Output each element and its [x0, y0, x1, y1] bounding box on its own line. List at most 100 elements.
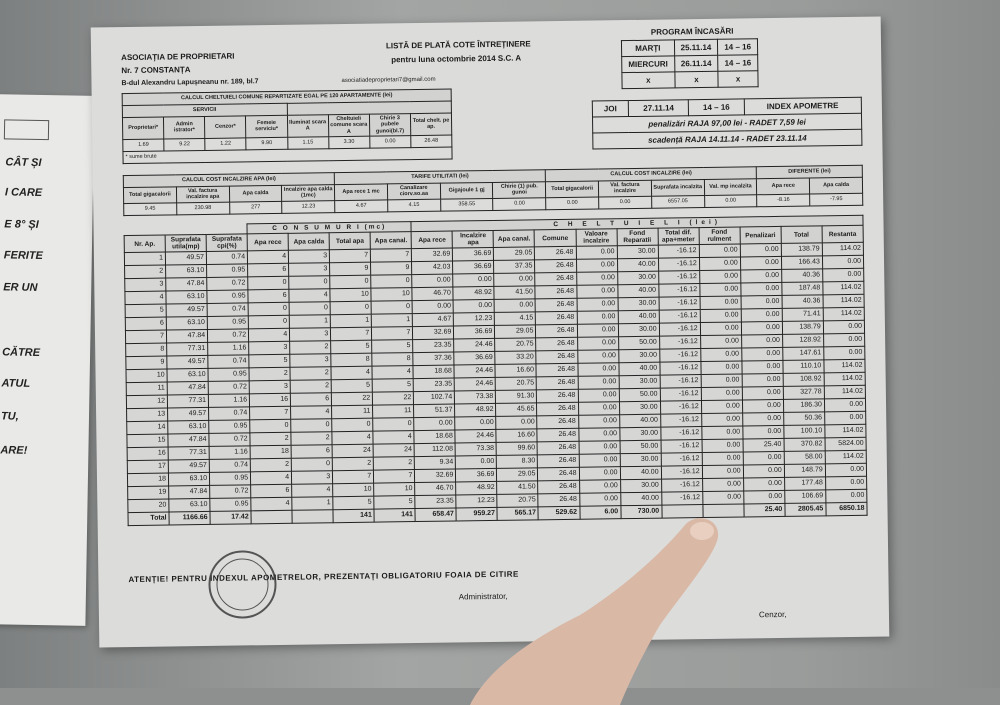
cell: 0	[330, 301, 372, 316]
cell: 40.00	[617, 258, 659, 273]
cell: 29.05	[496, 468, 539, 482]
cell: 0.00	[578, 454, 620, 468]
cell: 141	[374, 508, 416, 523]
cell: 1	[124, 252, 166, 267]
cell: 42.03	[411, 261, 454, 276]
cell: 40.00	[619, 466, 662, 481]
cell: 5	[125, 304, 167, 319]
column-header: Val. factura incalzire apa	[176, 186, 230, 203]
cell: 16	[249, 393, 291, 408]
cell: 0.00	[576, 272, 618, 286]
cell: 73.38	[455, 442, 497, 457]
cell: 0.00	[740, 308, 783, 323]
cell: 0.00	[700, 361, 742, 375]
cell: 0.00	[823, 346, 865, 361]
cell: x	[674, 71, 719, 88]
cell: 26.48	[534, 259, 577, 274]
cell: 108.92	[782, 373, 825, 387]
cell: 5	[330, 340, 373, 355]
cell: 114.02	[823, 372, 866, 387]
cell: 22	[331, 392, 373, 407]
cell: 4.67	[334, 199, 388, 213]
cell: 77.31	[166, 342, 208, 357]
cell: 30.00	[620, 479, 662, 494]
cell: 1.16	[207, 342, 249, 356]
notice-line: CÂT ȘI	[5, 156, 42, 169]
cell: 277	[229, 201, 283, 214]
cell: 0.95	[206, 290, 249, 304]
cell: 148.79	[784, 464, 826, 478]
cell: 2	[250, 432, 292, 447]
cell: 7	[332, 470, 374, 485]
tariffs-summary-table: CALCUL COST INCALZIRE APA (lei) TARIFE U…	[123, 165, 863, 216]
cell: 40.00	[617, 284, 659, 299]
cell: 32.69	[414, 469, 456, 483]
cell: 30.00	[619, 453, 662, 468]
column-header: Apa canal.	[370, 231, 412, 250]
cell: 0.00	[823, 333, 865, 348]
cell: 102.74	[413, 391, 455, 405]
cell: 3	[289, 328, 331, 342]
cell: 50.36	[783, 412, 825, 426]
column-header: Total gigacalorii	[123, 186, 177, 204]
cell: 0.00	[743, 464, 785, 479]
cell: 77.31	[167, 394, 209, 409]
cell: 63.10	[167, 420, 209, 435]
cell: 0.00	[701, 426, 743, 440]
cell: 186.30	[783, 399, 825, 413]
cell: 29.05	[494, 325, 537, 339]
cell: 0.00	[577, 376, 619, 390]
cell: 0.95	[208, 420, 251, 434]
cell: 1	[371, 314, 413, 328]
cell: 0.00	[576, 324, 619, 338]
cell: 47.84	[166, 329, 208, 344]
cell: 0.72	[209, 485, 251, 499]
cell: 37.35	[493, 260, 536, 274]
column-header: Apa rece 1 mc	[334, 183, 388, 201]
cell: 0.72	[206, 277, 249, 291]
cell: 17	[127, 460, 169, 474]
cell: 37.36	[413, 352, 455, 366]
cell: 12.23	[453, 312, 495, 327]
association-number: Nr. 7 CONSTANȚA	[121, 65, 191, 76]
cell: 0.00	[455, 416, 497, 431]
cell: 40.00	[619, 414, 661, 429]
cell: 0	[248, 315, 290, 330]
cell: 0.00	[496, 416, 538, 430]
cell: 26.48	[538, 480, 580, 495]
cell: 4.15	[494, 312, 536, 326]
cell: 5	[331, 379, 373, 394]
cell: 45.65	[495, 403, 538, 417]
cell: 1	[330, 314, 372, 329]
cell: 25.11.14	[674, 39, 718, 56]
column-header: Total	[780, 225, 823, 244]
cell: 114.02	[824, 385, 866, 400]
cell: -16.12	[657, 244, 700, 259]
cell: 0.00	[700, 322, 742, 336]
cell: 0.00	[742, 425, 784, 440]
cell: 51.37	[413, 404, 456, 418]
cell: 24.46	[454, 377, 496, 392]
cell: 36.69	[455, 468, 498, 483]
cell: 47.84	[168, 485, 210, 500]
cell: 20.75	[495, 338, 537, 352]
cell: 8	[372, 352, 414, 367]
cell: 7	[370, 249, 412, 263]
cell: 0.00	[741, 373, 784, 388]
cell: 0.00	[577, 389, 620, 403]
cell: 30.00	[619, 401, 661, 416]
cell: 26.48	[537, 428, 579, 443]
cell: 11	[331, 405, 373, 420]
cell: 36.69	[452, 260, 495, 275]
notice-line: TU,	[0, 410, 19, 423]
cell: 0.74	[208, 407, 250, 421]
cell: 18.68	[414, 430, 456, 444]
cell: 4	[248, 328, 290, 343]
cell: 0.00	[742, 412, 784, 427]
cell: -16.12	[661, 491, 703, 506]
cell: 0.00	[824, 398, 866, 413]
cell: 49.57	[166, 303, 208, 318]
cell: -16.12	[660, 426, 702, 441]
cell: 3	[288, 250, 330, 264]
cell: 24.46	[454, 364, 496, 379]
